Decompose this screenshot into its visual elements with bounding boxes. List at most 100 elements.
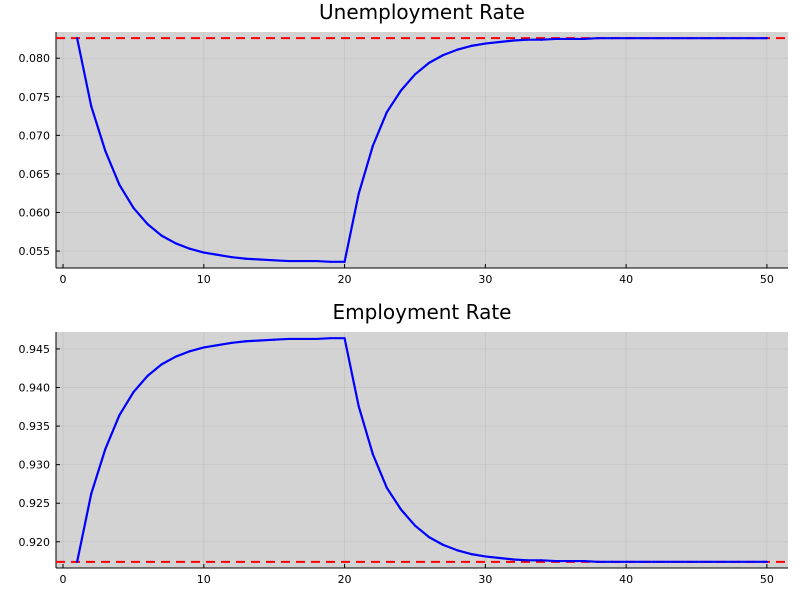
data-point — [526, 38, 529, 41]
data-point — [90, 492, 93, 496]
data-point — [160, 363, 163, 366]
x-tick-label: 10 — [197, 573, 211, 586]
data-point — [723, 560, 726, 563]
data-point — [554, 559, 557, 563]
data-point — [709, 37, 712, 40]
data-point — [554, 37, 557, 41]
data-point — [653, 560, 656, 563]
data-point — [512, 39, 515, 42]
series-line — [76, 37, 767, 263]
data-point — [610, 560, 614, 563]
data-point — [709, 560, 712, 563]
y-tick-label: 0.055 — [19, 245, 51, 258]
data-point — [610, 37, 614, 40]
data-point — [357, 192, 360, 196]
data-point — [484, 555, 487, 558]
y-tick-label: 0.065 — [19, 168, 51, 181]
data-point — [639, 560, 642, 563]
x-tick-label: 20 — [338, 273, 352, 286]
data-point — [582, 559, 585, 563]
data-point — [385, 486, 388, 489]
data-point — [442, 543, 445, 546]
x-tick-label: 40 — [619, 273, 633, 286]
data-point — [202, 251, 205, 254]
x-tick-label: 20 — [338, 573, 352, 586]
data-point — [76, 560, 79, 563]
x-tick-label: 30 — [478, 273, 492, 286]
data-point — [765, 37, 768, 40]
data-point — [625, 37, 628, 40]
data-point — [568, 37, 571, 41]
data-point — [413, 524, 417, 527]
y-tick-label: 0.940 — [19, 382, 51, 395]
data-point — [498, 556, 501, 560]
data-point — [343, 260, 346, 263]
data-point — [104, 149, 107, 152]
data-point — [653, 37, 656, 40]
data-point — [301, 259, 304, 263]
data-point — [76, 37, 79, 40]
y-tick-label: 0.060 — [19, 206, 51, 219]
data-point — [118, 183, 121, 186]
data-point — [315, 337, 318, 341]
data-point — [456, 48, 459, 51]
data-point — [498, 40, 501, 44]
data-point — [442, 54, 445, 57]
data-point — [329, 260, 332, 263]
data-point — [540, 559, 543, 562]
data-point — [146, 222, 149, 226]
chart-title: Unemployment Rate — [319, 0, 525, 24]
x-tick-label: 0 — [60, 273, 67, 286]
data-point — [470, 44, 473, 47]
y-tick-label: 0.075 — [19, 91, 51, 104]
data-point — [230, 256, 234, 259]
data-point — [202, 346, 205, 349]
data-point — [273, 259, 276, 262]
y-tick-label: 0.935 — [19, 420, 51, 433]
x-tick-label: 40 — [619, 573, 633, 586]
data-point — [526, 559, 529, 562]
plot-area — [56, 32, 788, 268]
data-point — [287, 337, 290, 341]
data-point — [230, 341, 234, 344]
data-point — [667, 560, 670, 563]
data-point — [512, 558, 515, 561]
data-point — [371, 452, 374, 455]
data-point — [399, 89, 402, 92]
data-point — [765, 560, 768, 563]
x-tick-label: 50 — [760, 273, 774, 286]
x-tick-label: 10 — [197, 273, 211, 286]
plot-area — [56, 332, 788, 568]
data-point — [470, 553, 473, 556]
data-point — [259, 339, 262, 342]
data-point — [216, 253, 219, 256]
data-point — [216, 344, 219, 347]
data-point — [681, 560, 684, 563]
y-tick-label: 0.080 — [19, 52, 51, 65]
data-point — [385, 111, 388, 114]
data-point — [596, 37, 600, 40]
data-point — [695, 37, 698, 40]
x-tick-label: 0 — [60, 573, 67, 586]
data-point — [259, 258, 262, 261]
data-point — [174, 242, 177, 245]
chart-title: Employment Rate — [333, 300, 512, 324]
data-point — [596, 560, 600, 563]
data-point — [287, 259, 290, 263]
data-point — [639, 37, 642, 40]
data-point — [456, 549, 459, 552]
data-point — [667, 37, 670, 40]
data-point — [90, 104, 93, 108]
data-point — [427, 536, 431, 539]
data-point — [737, 560, 740, 563]
data-point — [315, 259, 318, 263]
data-point — [118, 414, 121, 417]
data-point — [104, 448, 107, 451]
data-point — [244, 340, 248, 343]
data-point — [329, 337, 332, 340]
y-tick-label: 0.945 — [19, 343, 51, 356]
data-point — [427, 61, 431, 64]
y-tick-label: 0.930 — [19, 459, 51, 472]
data-point — [723, 37, 726, 40]
